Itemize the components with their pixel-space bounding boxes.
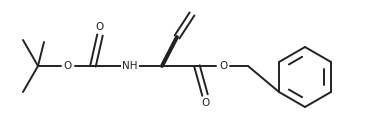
Text: O: O bbox=[64, 61, 72, 71]
Text: O: O bbox=[201, 98, 209, 108]
Text: NH: NH bbox=[122, 61, 138, 71]
Text: O: O bbox=[96, 22, 104, 32]
Text: O: O bbox=[219, 61, 227, 71]
